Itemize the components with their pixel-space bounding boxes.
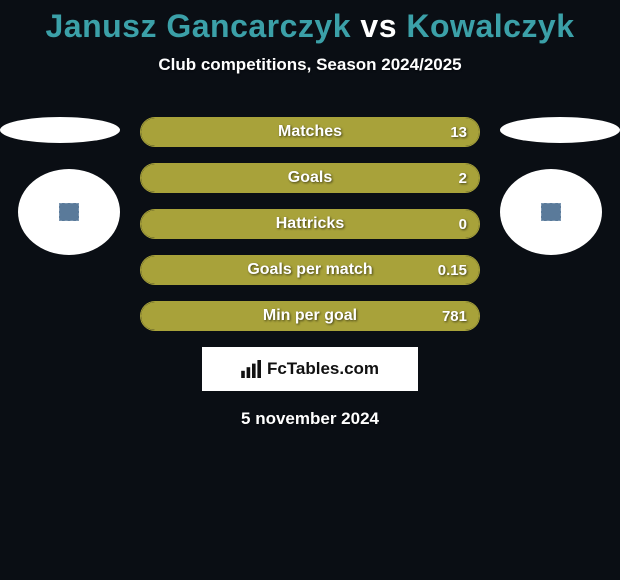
subtitle: Club competitions, Season 2024/2025	[0, 55, 620, 75]
avatar-placeholder-icon	[59, 203, 79, 221]
stat-value: 2	[459, 164, 467, 192]
stats-region: Matches 13 Goals 2 Hattricks 0 Goals per…	[0, 117, 620, 429]
stat-bar-matches: Matches 13	[140, 117, 480, 147]
date-line: 5 november 2024	[0, 409, 620, 429]
chart-bars-icon	[241, 360, 263, 378]
stat-label: Min per goal	[141, 302, 479, 330]
decor-ellipse-right	[500, 117, 620, 143]
vs-label: vs	[360, 8, 397, 44]
stat-bar-goals: Goals 2	[140, 163, 480, 193]
stat-bars: Matches 13 Goals 2 Hattricks 0 Goals per…	[140, 117, 480, 331]
avatar-placeholder-icon	[541, 203, 561, 221]
brand-text: FcTables.com	[267, 359, 379, 379]
stat-bar-mpg: Min per goal 781	[140, 301, 480, 331]
avatar-right	[500, 169, 602, 255]
stat-bar-hattricks: Hattricks 0	[140, 209, 480, 239]
player2-name: Kowalczyk	[406, 8, 574, 44]
stat-value: 0	[459, 210, 467, 238]
brand-box: FcTables.com	[202, 347, 418, 391]
brand-inner: FcTables.com	[241, 359, 379, 379]
stat-label: Goals per match	[141, 256, 479, 284]
stat-value: 0.15	[438, 256, 467, 284]
avatar-left	[18, 169, 120, 255]
stat-label: Matches	[141, 118, 479, 146]
stat-value: 13	[450, 118, 467, 146]
stat-label: Hattricks	[141, 210, 479, 238]
stat-bar-gpm: Goals per match 0.15	[140, 255, 480, 285]
player1-name: Janusz Gancarczyk	[45, 8, 351, 44]
infographic-container: Janusz Gancarczyk vs Kowalczyk Club comp…	[0, 0, 620, 429]
decor-ellipse-left	[0, 117, 120, 143]
page-title: Janusz Gancarczyk vs Kowalczyk	[0, 8, 620, 45]
stat-value: 781	[442, 302, 467, 330]
stat-label: Goals	[141, 164, 479, 192]
